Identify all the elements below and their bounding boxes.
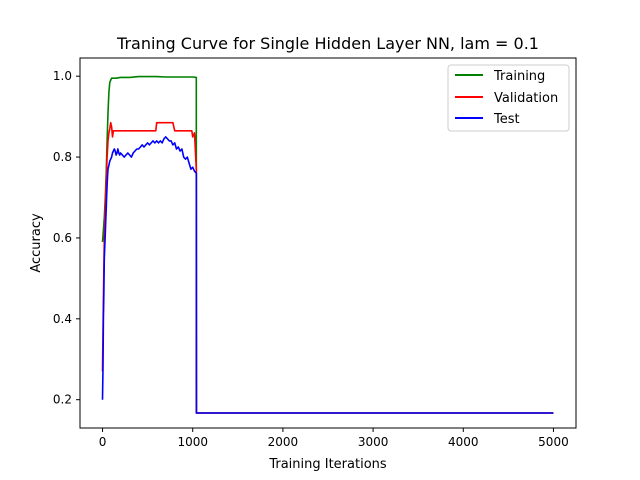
y-tick-label: 0.6 — [53, 231, 72, 245]
x-tick-label: 5000 — [538, 435, 569, 449]
legend-label-test: Test — [493, 112, 520, 127]
legend-label-training: Training — [493, 69, 545, 84]
y-tick-label: 1.0 — [53, 69, 72, 83]
series-line-test — [101, 136, 554, 414]
legend-label-validation: Validation — [494, 91, 558, 106]
x-tick-label: 0 — [99, 435, 107, 449]
y-tick-label: 0.2 — [53, 393, 72, 407]
legend: Training Validation Test — [447, 64, 570, 132]
y-tick-label: 0.4 — [53, 312, 72, 326]
chart-title: Traning Curve for Single Hidden Layer NN… — [116, 34, 539, 53]
x-tick-label: 4000 — [448, 435, 479, 449]
x-axis-label: Training Iterations — [268, 457, 387, 472]
series-layer — [101, 75, 554, 414]
x-axis-ticks: 0 1000 2000 3000 4000 5000 — [99, 428, 569, 449]
plot-area-frame — [79, 57, 577, 429]
legend-box — [447, 64, 570, 132]
y-tick-label: 0.8 — [53, 150, 72, 164]
y-axis-ticks: 0.2 0.4 0.6 0.8 1.0 — [53, 69, 80, 407]
x-tick-label: 2000 — [268, 435, 299, 449]
x-tick-label: 1000 — [177, 435, 208, 449]
y-axis-label: Accuracy — [29, 213, 44, 273]
x-tick-label: 3000 — [358, 435, 389, 449]
